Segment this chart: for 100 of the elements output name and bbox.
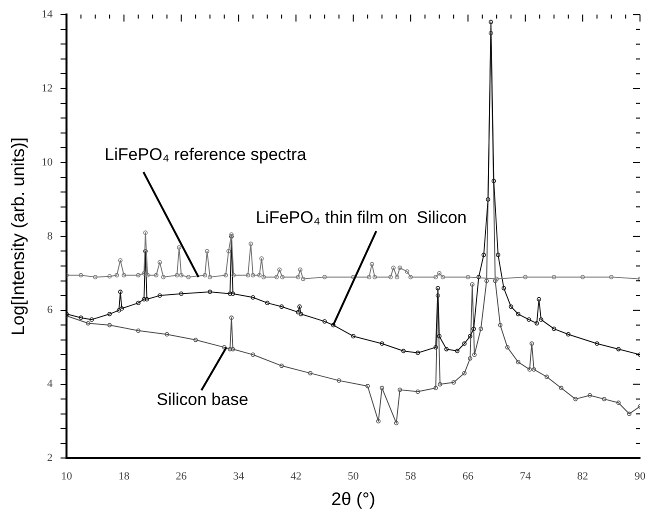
point xyxy=(609,274,614,280)
x-tick-label: 10 xyxy=(61,470,73,483)
point xyxy=(161,274,166,280)
point xyxy=(179,292,184,296)
point xyxy=(122,273,126,278)
point xyxy=(89,317,94,322)
annotation: Silicon base xyxy=(156,390,248,409)
point xyxy=(142,297,146,302)
y-tick-label: 10 xyxy=(42,156,54,168)
point xyxy=(566,332,571,337)
x-tick-label: 26 xyxy=(176,470,188,483)
point xyxy=(297,304,302,309)
y-tick-label: 12 xyxy=(42,82,53,94)
x-tick-label: 18 xyxy=(118,470,130,483)
x-tick-label: 34 xyxy=(233,470,245,483)
point xyxy=(222,345,226,350)
point xyxy=(365,384,370,388)
point xyxy=(164,332,170,337)
point xyxy=(226,248,231,254)
point xyxy=(248,242,254,246)
point xyxy=(462,341,467,346)
point xyxy=(280,274,285,280)
point xyxy=(398,388,402,392)
point xyxy=(336,378,342,383)
point xyxy=(274,274,279,280)
point xyxy=(296,310,300,314)
point xyxy=(616,400,621,405)
point xyxy=(204,248,210,254)
point xyxy=(532,367,536,372)
point xyxy=(558,386,564,390)
point xyxy=(526,317,532,322)
y-axis-title: Log[Intensity (arb. units)] xyxy=(8,137,28,336)
point xyxy=(277,267,282,272)
point xyxy=(257,273,262,278)
point xyxy=(434,274,438,280)
point xyxy=(398,266,402,270)
point xyxy=(502,286,506,290)
point xyxy=(136,300,140,306)
point xyxy=(438,382,442,386)
point xyxy=(440,274,446,280)
point xyxy=(265,300,270,306)
point xyxy=(186,274,191,280)
point xyxy=(482,252,486,258)
point xyxy=(508,304,514,309)
point xyxy=(78,273,84,278)
point xyxy=(444,346,449,352)
point xyxy=(388,274,393,280)
point xyxy=(107,322,112,328)
point xyxy=(462,370,467,376)
point xyxy=(472,326,476,332)
point xyxy=(436,286,440,290)
point xyxy=(279,304,284,309)
point xyxy=(505,345,510,350)
point xyxy=(228,292,232,296)
point xyxy=(366,274,372,280)
x-tick-label: 74 xyxy=(520,470,532,483)
point xyxy=(552,326,556,332)
point xyxy=(308,370,312,376)
point xyxy=(476,274,481,280)
point xyxy=(437,334,442,338)
point xyxy=(404,269,410,274)
point xyxy=(116,308,122,313)
point xyxy=(231,273,236,278)
point xyxy=(376,419,381,424)
point xyxy=(516,360,520,364)
point xyxy=(262,274,266,280)
point xyxy=(179,273,184,278)
x-tick-label: 90 xyxy=(634,470,646,483)
point xyxy=(144,297,150,302)
point xyxy=(472,352,477,357)
point xyxy=(351,334,356,338)
point xyxy=(391,266,396,270)
point xyxy=(394,274,400,280)
point xyxy=(298,312,304,316)
point xyxy=(322,274,327,280)
point xyxy=(246,273,250,278)
point xyxy=(496,252,500,258)
point xyxy=(322,319,327,324)
point xyxy=(136,328,140,333)
point xyxy=(530,341,534,346)
x-tick-label: 50 xyxy=(348,470,360,483)
point xyxy=(488,20,494,24)
point xyxy=(468,334,472,338)
annotation: LiFePO₄ reference spectra xyxy=(104,144,307,164)
point xyxy=(498,322,502,328)
point xyxy=(478,326,484,332)
point xyxy=(416,350,420,356)
x-tick-label: 66 xyxy=(462,470,474,483)
point xyxy=(594,341,600,346)
point xyxy=(588,393,592,398)
point xyxy=(580,274,585,280)
point xyxy=(158,293,162,298)
point xyxy=(466,274,470,280)
point xyxy=(114,273,119,278)
point xyxy=(552,274,556,280)
point xyxy=(538,317,544,322)
point xyxy=(573,396,578,402)
point xyxy=(536,297,542,302)
point xyxy=(93,274,98,280)
point xyxy=(250,352,256,357)
